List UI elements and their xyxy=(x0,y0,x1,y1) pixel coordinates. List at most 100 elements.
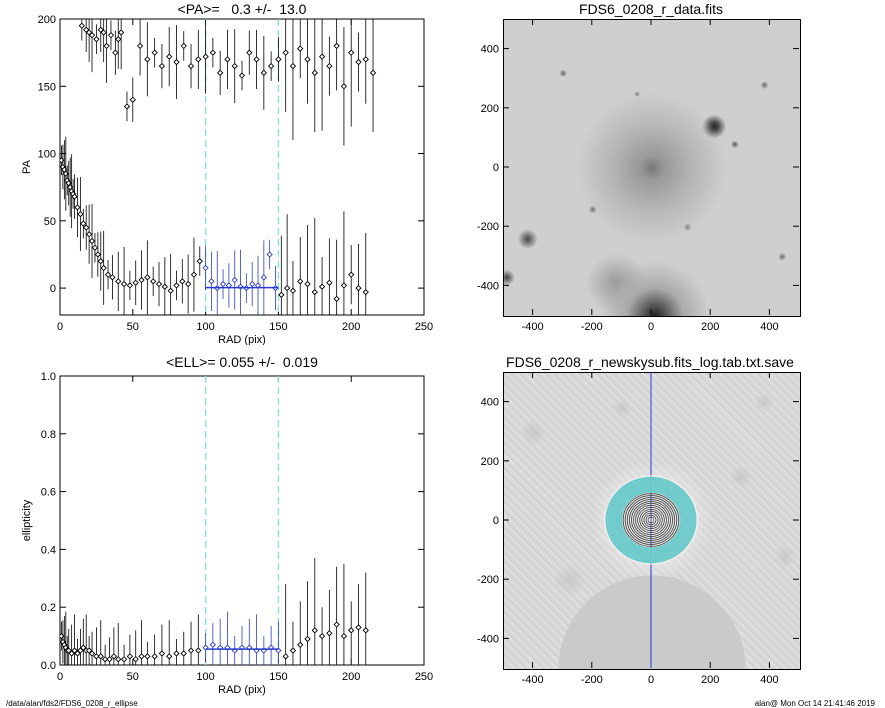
data-point xyxy=(196,258,203,265)
data-point xyxy=(369,69,377,76)
data-point xyxy=(110,653,118,660)
isophote-ellipse xyxy=(615,486,687,554)
data-point xyxy=(297,45,304,52)
data-point xyxy=(60,163,67,171)
y-tick-label: 200 xyxy=(481,456,499,468)
data-point xyxy=(326,630,333,637)
isophote-ellipse xyxy=(605,476,697,564)
data-point xyxy=(190,271,198,278)
data-point xyxy=(231,276,238,284)
data-point xyxy=(224,56,231,63)
isophote-ellipse xyxy=(630,500,672,540)
data-point xyxy=(249,280,256,288)
x-tick-label: 200 xyxy=(342,671,360,683)
data-point xyxy=(355,58,362,66)
y-tick-label: 0.6 xyxy=(41,487,56,499)
data-point xyxy=(74,204,81,211)
data-point xyxy=(97,653,104,660)
data-point xyxy=(297,641,304,648)
source-mask xyxy=(504,373,800,669)
data-point xyxy=(246,49,253,56)
data-point xyxy=(266,251,273,258)
isophote-ellipse xyxy=(628,498,674,542)
data-point xyxy=(166,653,173,660)
data-point xyxy=(151,49,158,56)
x-tick-label: 200 xyxy=(342,321,360,333)
isophote-ellipse xyxy=(609,480,693,560)
data-point xyxy=(180,42,187,50)
x-tick-label: 0 xyxy=(57,671,63,683)
data-point xyxy=(71,647,78,654)
y-axis-label: ellipticity xyxy=(21,499,33,541)
y-tick-label: 0 xyxy=(493,515,499,527)
skysub-image xyxy=(503,372,801,670)
data-point xyxy=(80,644,87,651)
isophote-ellipse xyxy=(639,508,663,532)
data-point xyxy=(115,278,122,285)
y-tick-label: 0 xyxy=(50,283,56,295)
data-point xyxy=(68,650,75,657)
data-point xyxy=(238,72,246,79)
y-tick-label: -400 xyxy=(477,280,499,292)
data-point xyxy=(179,278,186,285)
data-point xyxy=(74,650,81,657)
data-point xyxy=(80,220,87,227)
data-point xyxy=(112,49,119,56)
data-point xyxy=(106,656,113,663)
data-point xyxy=(202,53,209,60)
data-point xyxy=(150,278,157,285)
data-point xyxy=(161,283,168,290)
x-tick-label: 250 xyxy=(415,321,433,333)
img1-title: FDS6_0208_r_data.fits xyxy=(579,1,723,17)
y-tick-label: 1.0 xyxy=(41,371,56,383)
data-point xyxy=(209,49,217,56)
y-tick-label: 200 xyxy=(38,14,56,26)
data-point xyxy=(362,56,369,63)
x-tick-label: 400 xyxy=(760,674,778,686)
y-tick-label: -200 xyxy=(477,221,499,233)
data-point xyxy=(100,29,107,36)
data-point xyxy=(60,157,65,164)
data-point xyxy=(311,627,318,634)
footer-user-date: alan@ Mon Oct 14 21:41:46 2019 xyxy=(754,699,875,708)
data-point xyxy=(138,653,145,660)
pa-chart: 0 50 100 150 200 250 0 50 100 150 200 RAD (pix) PA xyxy=(21,14,433,345)
data-point xyxy=(115,36,122,43)
data-point xyxy=(362,288,369,296)
ell-chart: 0 50 100 150 200 250 0.0 0.2 0.4 0.6 0.8 1.0 RAD (pi… xyxy=(21,371,433,696)
data-point xyxy=(289,647,297,654)
data-point xyxy=(109,274,116,281)
data-point xyxy=(173,58,180,66)
data-point xyxy=(60,632,65,640)
x-axis-label: RAD (pix) xyxy=(218,334,266,345)
data-point xyxy=(326,279,333,286)
data-point xyxy=(340,282,348,289)
data-point xyxy=(304,635,311,643)
data-point xyxy=(208,278,215,285)
data-point xyxy=(260,274,267,281)
data-point xyxy=(126,282,134,289)
data-point xyxy=(88,237,96,245)
y-tick-label: 0.8 xyxy=(41,429,56,441)
x-tick-label: 0 xyxy=(648,321,654,333)
y-tick-label: -400 xyxy=(477,633,499,645)
galaxy-image xyxy=(503,19,801,317)
data-point xyxy=(267,62,275,70)
y-tick-label: 400 xyxy=(481,44,499,56)
data-points xyxy=(60,19,377,315)
x-tick-label: 250 xyxy=(415,671,433,683)
data-point xyxy=(167,287,174,294)
data-point xyxy=(115,656,122,663)
data-point xyxy=(217,69,224,76)
data-point xyxy=(260,69,267,76)
data-point xyxy=(91,244,99,251)
data-point xyxy=(333,621,340,628)
img1-axes: -400 -200 0 200 400 -400 -200 0 200 400 xyxy=(477,19,799,333)
data-point xyxy=(362,627,369,634)
x-tick-label: -400 xyxy=(522,674,544,686)
data-point xyxy=(85,647,93,654)
y-tick-label: 50 xyxy=(44,216,56,228)
data-point xyxy=(120,280,128,288)
data-point xyxy=(304,280,311,288)
data-point xyxy=(97,258,104,265)
